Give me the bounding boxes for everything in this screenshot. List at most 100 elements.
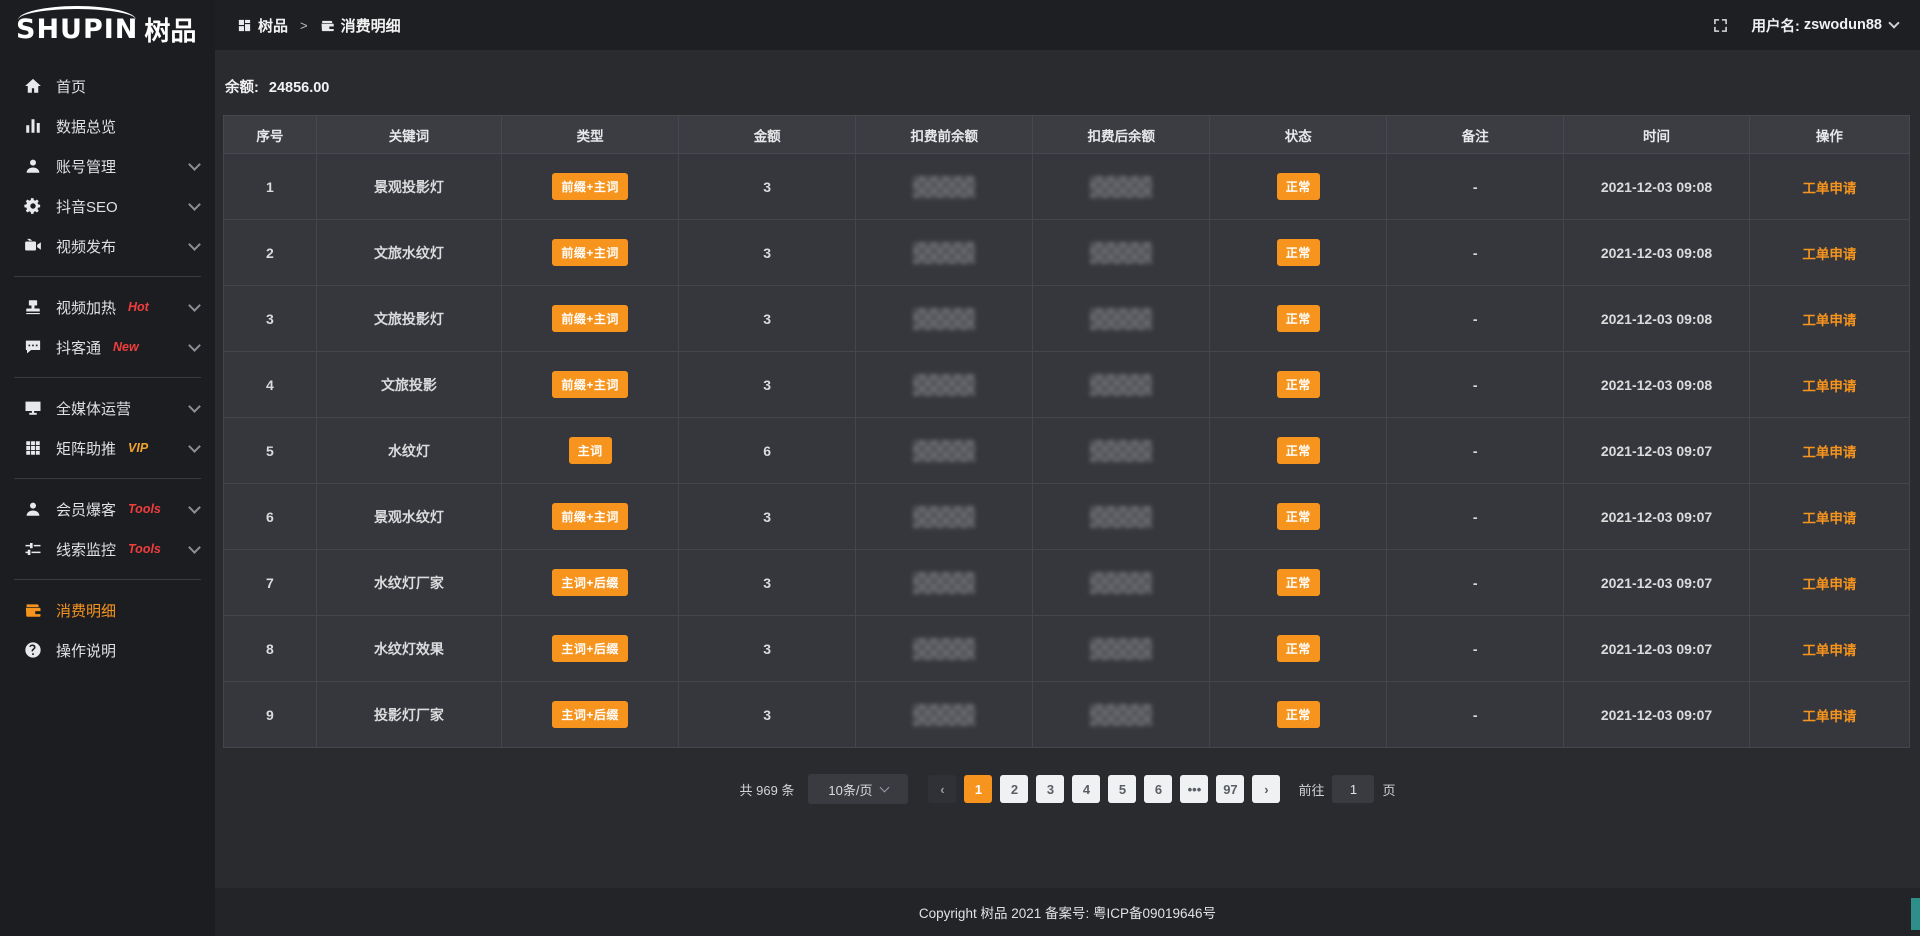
more-pages-button[interactable]: ••• [1180, 775, 1209, 803]
sidebar-item-operation-guide[interactable]: 操作说明 [0, 630, 215, 670]
sidebar-item-douyin-seo[interactable]: 抖音SEO [0, 186, 215, 226]
wallet-icon [24, 601, 42, 619]
sidebar-item-tag: Hot [128, 300, 149, 314]
sidebar-nav: 首页 数据总览 账号管理 抖音SEO 视频发布 视频加热 Hot 抖客通 New 全媒体运营 矩阵助… [0, 58, 215, 670]
sidebar-divider [14, 478, 201, 479]
redacted-value [1090, 571, 1153, 594]
cell-remark: - [1386, 483, 1565, 550]
table-row: 1 景观投影灯 前缀+主词 3 正常 -2021-12-03 09:08 工单申请 [223, 153, 1911, 220]
sidebar-item-matrix-boost[interactable]: 矩阵助推 VIP [0, 428, 215, 468]
page-button-97[interactable]: 97 [1216, 775, 1245, 803]
cell-keyword: 文旅投影灯 [315, 285, 503, 352]
cell-amount: 3 [678, 483, 857, 550]
cell-post_balance [1032, 219, 1211, 286]
status-badge: 正常 [1276, 569, 1320, 596]
page-button-5[interactable]: 5 [1108, 775, 1137, 803]
redacted-value [1090, 373, 1153, 396]
chevron-down-icon [1888, 17, 1900, 29]
breadcrumb-item[interactable]: 消费明细 [320, 15, 401, 36]
work-order-link[interactable]: 工单申请 [1802, 444, 1857, 460]
gear-icon [24, 197, 42, 215]
sidebar-item-video-publish[interactable]: 视频发布 [0, 226, 215, 266]
sidebar-divider [14, 377, 201, 378]
page-buttons: ‹ 1 2 3 4 5 6 ••• 97 › [924, 775, 1284, 803]
table-row: 7 水纹灯厂家 主词+后缀 3 正常 -2021-12-03 09:07 工单申请 [223, 549, 1911, 616]
main-content: 余额: 24856.00 序号 关键词 类型 金额 扣费前余额 扣费后余额 状态 备注 时间 操作… [215, 50, 1920, 888]
cell-type: 主词+后缀 [501, 549, 680, 616]
page-size-select[interactable]: 10条/页 [808, 774, 909, 804]
work-order-link[interactable]: 工单申请 [1802, 246, 1857, 262]
cell-action: 工单申请 [1748, 285, 1911, 352]
redacted-value [913, 373, 976, 396]
sidebar-item-label: 矩阵助推 [56, 440, 117, 458]
work-order-link[interactable]: 工单申请 [1802, 642, 1857, 658]
total-count: 共 969 条 [739, 782, 795, 798]
cell-post_balance [1032, 549, 1211, 616]
cell-status: 正常 [1209, 153, 1388, 220]
column-header-amount: 金额 [678, 115, 857, 154]
work-order-link[interactable]: 工单申请 [1802, 576, 1857, 592]
table-row: 3 文旅投影灯 前缀+主词 3 正常 -2021-12-03 09:08 工单申请 [223, 285, 1911, 352]
cell-index: 6 [223, 483, 317, 550]
page-button-3[interactable]: 3 [1036, 775, 1065, 803]
cell-time: 2021-12-03 09:07 [1563, 549, 1750, 616]
sidebar: SHUPIN 树品 首页 数据总览 账号管理 抖音SEO 视频发布 视频加热 Hot 抖客通 N… [0, 0, 215, 936]
cell-pre_balance [855, 219, 1034, 286]
column-header-time: 时间 [1563, 115, 1750, 154]
sidebar-item-data-overview[interactable]: 数据总览 [0, 106, 215, 146]
home-icon [24, 77, 42, 95]
work-order-link[interactable]: 工单申请 [1802, 180, 1857, 196]
sidebar-item-clue-monitor[interactable]: 线索监控 Tools [0, 529, 215, 569]
cell-time: 2021-12-03 09:07 [1563, 681, 1750, 748]
cell-status: 正常 [1209, 219, 1388, 286]
page-button-2[interactable]: 2 [1000, 775, 1029, 803]
username-value: zswodun88 [1803, 17, 1882, 33]
fullscreen-icon[interactable] [1712, 17, 1729, 34]
breadcrumb-separator: > [300, 17, 308, 33]
work-order-link[interactable]: 工单申请 [1802, 378, 1857, 394]
sidebar-item-douketong[interactable]: 抖客通 New [0, 327, 215, 367]
footer: Copyright 树品 2021 备案号: 粤ICP备09019646号 [215, 888, 1920, 936]
cell-action: 工单申请 [1748, 153, 1911, 220]
sidebar-item-video-heat[interactable]: 视频加热 Hot [0, 287, 215, 327]
cell-type: 前缀+主词 [501, 285, 680, 352]
status-badge: 正常 [1276, 503, 1320, 530]
chevron-down-icon [188, 399, 201, 413]
cell-status: 正常 [1209, 615, 1388, 682]
redacted-value [1090, 175, 1153, 198]
work-order-link[interactable]: 工单申请 [1802, 312, 1857, 328]
sidebar-item-home[interactable]: 首页 [0, 66, 215, 106]
sidebar-item-media-operation[interactable]: 全媒体运营 [0, 388, 215, 428]
logo-arc [18, 6, 136, 20]
grid-icon [24, 439, 42, 457]
cell-time: 2021-12-03 09:07 [1563, 615, 1750, 682]
breadcrumb-item[interactable]: 树品 [237, 15, 288, 36]
cell-action: 工单申请 [1748, 417, 1911, 484]
prev-page-button[interactable]: ‹ [928, 775, 957, 803]
redacted-value [913, 571, 976, 594]
work-order-link[interactable]: 工单申请 [1802, 708, 1857, 724]
cell-post_balance [1032, 615, 1211, 682]
goto-page-input[interactable] [1332, 775, 1375, 803]
next-page-button[interactable]: › [1252, 775, 1281, 803]
cell-type: 前缀+主词 [501, 483, 680, 550]
status-badge: 正常 [1276, 371, 1320, 398]
type-badge: 主词+后缀 [552, 569, 628, 596]
sidebar-item-label: 会员爆客 [56, 501, 117, 519]
cell-keyword: 水纹灯 [315, 417, 503, 484]
work-order-link[interactable]: 工单申请 [1802, 510, 1857, 526]
sidebar-item-member-baoke[interactable]: 会员爆客 Tools [0, 489, 215, 529]
page-button-6[interactable]: 6 [1144, 775, 1173, 803]
chevron-down-icon [188, 540, 201, 554]
cell-status: 正常 [1209, 549, 1388, 616]
user-menu[interactable]: 用户名: zswodun88 [1751, 15, 1900, 36]
page-button-1[interactable]: 1 [964, 775, 993, 803]
table-row: 8 水纹灯效果 主词+后缀 3 正常 -2021-12-03 09:07 工单申请 [223, 615, 1911, 682]
sidebar-item-consume-detail[interactable]: 消费明细 [0, 590, 215, 630]
table-row: 6 景观水纹灯 前缀+主词 3 正常 -2021-12-03 09:07 工单申请 [223, 483, 1911, 550]
page-button-4[interactable]: 4 [1072, 775, 1101, 803]
chevron-down-icon [188, 197, 201, 211]
sidebar-item-account-manage[interactable]: 账号管理 [0, 146, 215, 186]
type-badge: 主词 [568, 437, 612, 464]
